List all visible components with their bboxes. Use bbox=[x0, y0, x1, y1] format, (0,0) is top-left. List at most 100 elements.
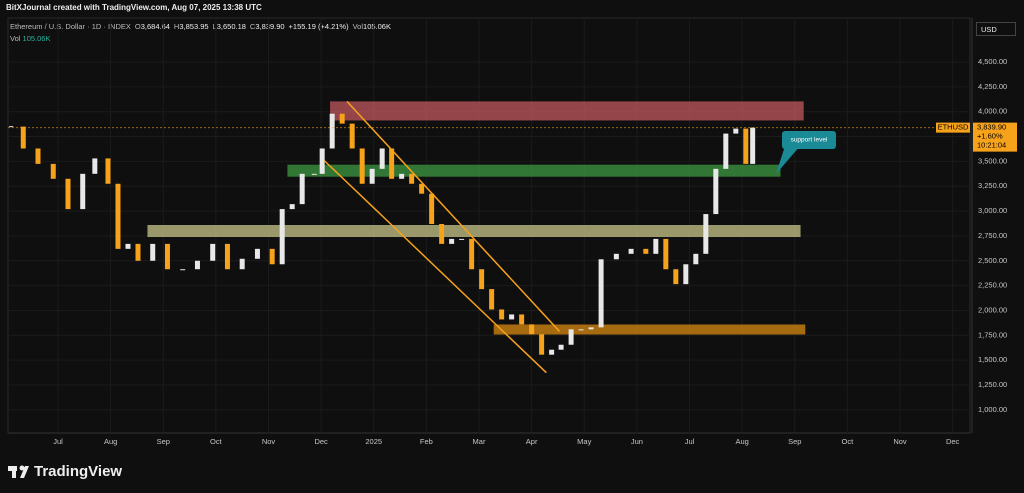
x-tick-label: 2025 bbox=[365, 437, 382, 446]
candle bbox=[409, 173, 415, 184]
ohlc-value: 3,853.95 bbox=[179, 22, 209, 31]
price-zone bbox=[287, 164, 781, 177]
y-tick-label: 2,500.00 bbox=[978, 256, 1007, 265]
candle bbox=[613, 253, 619, 260]
candle bbox=[210, 243, 216, 261]
candle bbox=[339, 113, 345, 124]
x-tick-label: Jun bbox=[631, 437, 643, 446]
candle bbox=[578, 329, 584, 331]
candle bbox=[539, 334, 545, 355]
ohlc-key: H bbox=[173, 22, 180, 31]
candle bbox=[469, 238, 475, 270]
candle bbox=[224, 243, 230, 270]
change: +155.19 (+4.21%) bbox=[288, 22, 349, 31]
candle bbox=[389, 148, 395, 179]
candle bbox=[673, 269, 679, 285]
ohlc: C3,839.90 bbox=[250, 22, 285, 31]
candle bbox=[549, 349, 555, 355]
candle bbox=[419, 183, 425, 194]
candle bbox=[653, 238, 659, 254]
candle bbox=[509, 314, 515, 320]
candle bbox=[299, 173, 305, 205]
candle bbox=[519, 314, 525, 325]
candle bbox=[663, 238, 669, 270]
callout-pointer bbox=[776, 146, 800, 174]
candle bbox=[105, 158, 111, 184]
price-label: 3,839.90 bbox=[977, 123, 1006, 132]
x-tick-label: Jul bbox=[685, 437, 695, 446]
candle bbox=[683, 264, 689, 285]
symbol: Ethereum / U.S. Dollar · 1D · INDEX bbox=[10, 22, 131, 31]
candle bbox=[359, 148, 365, 184]
callout-box bbox=[782, 131, 836, 149]
candle bbox=[643, 248, 649, 254]
candle bbox=[429, 193, 435, 225]
ohlc-value: 3,684.64 bbox=[140, 22, 170, 31]
candle bbox=[499, 309, 505, 320]
candle bbox=[399, 173, 405, 179]
candle bbox=[598, 259, 604, 328]
ohlc: O3,684.64 bbox=[135, 22, 170, 31]
candle bbox=[311, 173, 317, 175]
x-tick-label: Sep bbox=[788, 437, 801, 446]
candle bbox=[319, 148, 325, 174]
candle bbox=[693, 253, 699, 265]
currency-button[interactable]: USD bbox=[976, 22, 1016, 36]
x-tick-label: Nov bbox=[262, 437, 276, 446]
x-tick-label: Dec bbox=[314, 437, 328, 446]
candle bbox=[479, 269, 485, 290]
candle bbox=[459, 238, 465, 240]
x-tick-label: Dec bbox=[946, 437, 960, 446]
y-tick-label: 1,750.00 bbox=[978, 330, 1007, 339]
candle bbox=[115, 183, 121, 249]
volume-row: Vol 105.06K bbox=[10, 34, 50, 43]
x-tick-label: Jul bbox=[53, 437, 63, 446]
candle bbox=[135, 243, 141, 261]
candle bbox=[750, 127, 756, 164]
candle bbox=[164, 243, 170, 270]
vol-value: 105.06K bbox=[22, 34, 51, 43]
brand: TradingView bbox=[34, 463, 123, 480]
ohlc-key: L bbox=[212, 22, 217, 31]
x-tick-label: Mar bbox=[473, 437, 486, 446]
symbol-label: ETHUSD bbox=[938, 123, 969, 132]
channel-line bbox=[323, 160, 547, 374]
x-tick-label: Aug bbox=[735, 437, 748, 446]
candle bbox=[703, 214, 709, 254]
candle bbox=[489, 289, 495, 310]
candle bbox=[150, 243, 156, 261]
candle bbox=[379, 148, 385, 169]
attribution: BitXJournal created with TradingView.com… bbox=[6, 3, 262, 12]
candle bbox=[529, 324, 535, 335]
y-tick-label: 1,250.00 bbox=[978, 380, 1007, 389]
candle bbox=[92, 158, 98, 174]
price-zone bbox=[493, 324, 806, 335]
candle bbox=[239, 258, 245, 270]
candle bbox=[329, 113, 335, 149]
candle bbox=[558, 344, 564, 350]
candle bbox=[125, 243, 131, 249]
price-zone bbox=[330, 101, 804, 121]
ohlc-key: O bbox=[134, 22, 141, 31]
candle bbox=[439, 224, 445, 244]
y-tick-label: 2,000.00 bbox=[978, 305, 1007, 314]
candle bbox=[35, 148, 41, 164]
ohlc-value: 3,650.18 bbox=[216, 22, 246, 31]
vol-value: 105.06K bbox=[363, 22, 391, 31]
candle bbox=[369, 168, 375, 184]
y-tick-label: 2,750.00 bbox=[978, 231, 1007, 240]
ohlc-key: C bbox=[249, 22, 256, 31]
change-label: +1.60% bbox=[977, 132, 1003, 141]
vol-key: Vol bbox=[352, 22, 364, 31]
candle bbox=[449, 238, 455, 244]
legend: Ethereum / U.S. Dollar · 1D · INDEX O3,6… bbox=[10, 22, 391, 31]
candle bbox=[723, 133, 729, 169]
candle bbox=[20, 126, 26, 149]
candle bbox=[743, 128, 749, 164]
x-tick-label: Oct bbox=[842, 437, 855, 446]
y-tick-label: 3,250.00 bbox=[978, 181, 1007, 190]
x-tick-label: Feb bbox=[420, 437, 433, 446]
candle bbox=[289, 204, 295, 210]
ohlc: L3,650.18 bbox=[213, 22, 246, 31]
